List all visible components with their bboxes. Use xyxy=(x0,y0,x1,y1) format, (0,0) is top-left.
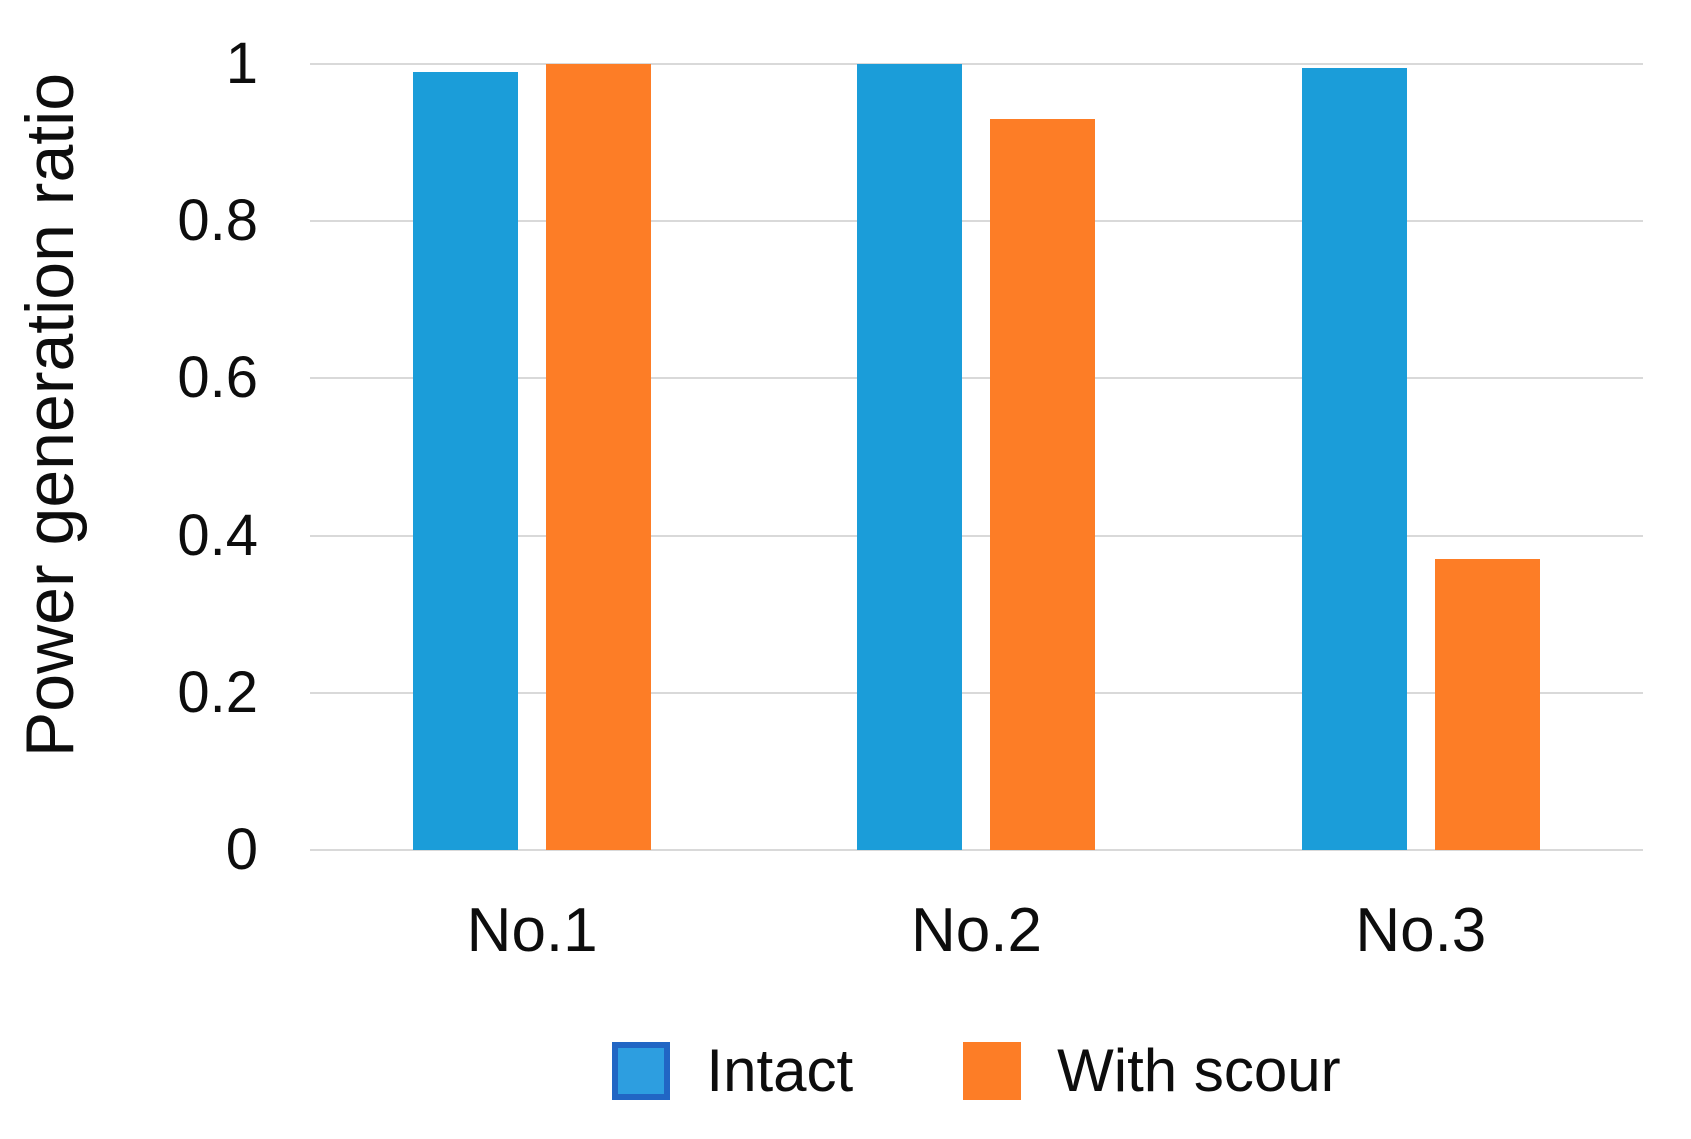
y-tick-label-0.6: 0.6 xyxy=(177,345,258,411)
x-category-label-no-2: No.2 xyxy=(911,896,1042,965)
y-axis-tick-labels: 0 0.2 0.4 0.6 0.8 1 xyxy=(0,31,262,882)
x-category-label-no-1: No.1 xyxy=(466,896,598,965)
gridline-1 xyxy=(310,63,1643,65)
bar-intact-no-3 xyxy=(1301,67,1407,850)
x-category-label-no-3: No.3 xyxy=(1355,896,1487,965)
bar-intact-no-1 xyxy=(413,71,519,850)
y-tick-label-0: 0 xyxy=(225,817,258,882)
x-axis-category-labels: No.1 No.2 No.3 xyxy=(310,895,1643,966)
gridline-0 xyxy=(310,849,1643,851)
bar-group-no-1 xyxy=(310,64,754,850)
bar-with-scour-no-1 xyxy=(546,64,652,850)
legend: Intact With scour xyxy=(310,1036,1643,1105)
legend-swatch-with-scour xyxy=(963,1041,1022,1100)
legend-swatch-intact xyxy=(612,1041,671,1100)
legend-item-with-scour: With scour xyxy=(963,1036,1341,1105)
gridline-0.2 xyxy=(310,691,1643,694)
y-tick-label-1: 1 xyxy=(225,31,258,96)
y-tick-label-0.2: 0.2 xyxy=(177,659,258,725)
gridline-0.6 xyxy=(310,377,1643,380)
legend-label-with-scour: With scour xyxy=(1057,1037,1341,1104)
bar-group-no-3 xyxy=(1199,64,1643,850)
bar-group-no-2 xyxy=(754,64,1198,850)
bar-with-scour-no-2 xyxy=(990,119,1096,850)
legend-label-intact: Intact xyxy=(706,1037,854,1104)
bar-with-scour-no-3 xyxy=(1434,559,1540,850)
gridline-0.4 xyxy=(310,534,1643,537)
legend-item-intact: Intact xyxy=(612,1036,853,1105)
gridline-0.8 xyxy=(310,220,1643,223)
y-tick-label-0.4: 0.4 xyxy=(177,502,258,568)
bar-intact-no-2 xyxy=(857,64,963,850)
plot-area xyxy=(310,63,1643,851)
y-tick-label-0.8: 0.8 xyxy=(177,188,258,254)
